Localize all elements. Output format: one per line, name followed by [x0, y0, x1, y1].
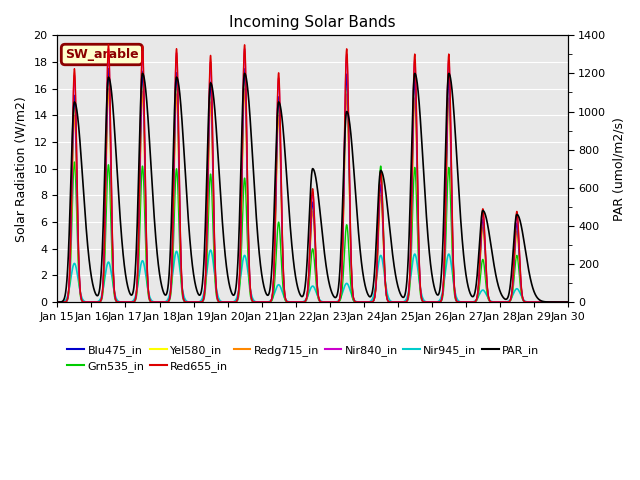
Yel580_in	[142, 230, 150, 236]
PAR_in	[554, 299, 562, 305]
Text: SW_arable: SW_arable	[65, 48, 139, 61]
Red655_in	[54, 299, 61, 305]
Line: Yel580_in: Yel580_in	[58, 82, 568, 302]
Line: Grn535_in: Grn535_in	[58, 162, 568, 302]
PAR_in	[142, 91, 150, 96]
Nir840_in	[104, 46, 112, 51]
PAR_in	[250, 167, 257, 173]
Redg715_in	[554, 299, 562, 305]
Title: Incoming Solar Bands: Incoming Solar Bands	[229, 15, 396, 30]
Nir945_in	[499, 299, 507, 305]
Grn535_in	[70, 159, 78, 165]
Red655_in	[554, 299, 562, 305]
Nir945_in	[142, 273, 150, 279]
Yel580_in	[104, 79, 112, 85]
Line: Red655_in: Red655_in	[58, 45, 568, 302]
Redg715_in	[499, 299, 507, 305]
Blu475_in	[250, 299, 257, 305]
Y-axis label: Solar Radiation (W/m2): Solar Radiation (W/m2)	[15, 96, 28, 241]
Redg715_in	[112, 297, 120, 303]
Blu475_in	[564, 299, 572, 305]
Grn535_in	[564, 299, 572, 305]
Grn535_in	[142, 256, 150, 262]
Red655_in	[250, 299, 257, 305]
Red655_in	[104, 42, 112, 48]
Grn535_in	[54, 299, 61, 305]
PAR_in	[139, 71, 147, 76]
Red655_in	[112, 297, 120, 303]
Nir945_in	[554, 299, 562, 305]
Nir840_in	[142, 219, 150, 225]
PAR_in	[271, 164, 279, 169]
Blu475_in	[54, 299, 61, 305]
Grn535_in	[112, 298, 120, 304]
Line: Redg715_in: Redg715_in	[58, 89, 568, 302]
Nir945_in	[250, 297, 257, 302]
Red655_in	[564, 299, 572, 305]
Nir945_in	[271, 288, 279, 293]
Yel580_in	[112, 297, 120, 303]
Red655_in	[499, 299, 507, 305]
Nir840_in	[499, 299, 507, 305]
Line: Blu475_in: Blu475_in	[58, 69, 568, 302]
Nir945_in	[54, 299, 61, 305]
Nir840_in	[112, 297, 120, 303]
PAR_in	[499, 294, 507, 300]
Blu475_in	[104, 66, 112, 72]
Nir945_in	[112, 294, 120, 300]
Line: Nir945_in: Nir945_in	[58, 250, 568, 302]
Grn535_in	[554, 299, 562, 305]
Blu475_in	[271, 214, 279, 220]
Red655_in	[271, 204, 279, 210]
Blu475_in	[142, 226, 150, 231]
Yel580_in	[250, 299, 257, 305]
Legend: Blu475_in, Grn535_in, Yel580_in, Red655_in, Redg715_in, Nir840_in, Nir945_in, PA: Blu475_in, Grn535_in, Yel580_in, Red655_…	[63, 340, 544, 376]
PAR_in	[564, 299, 572, 305]
Blu475_in	[499, 299, 507, 305]
Grn535_in	[271, 266, 279, 272]
Blu475_in	[554, 299, 562, 305]
Yel580_in	[54, 299, 61, 305]
Redg715_in	[104, 86, 112, 92]
Yel580_in	[499, 299, 507, 305]
Redg715_in	[250, 299, 257, 305]
Redg715_in	[271, 222, 279, 228]
Nir840_in	[564, 299, 572, 305]
Yel580_in	[554, 299, 562, 305]
Redg715_in	[564, 299, 572, 305]
Line: PAR_in: PAR_in	[58, 73, 568, 302]
PAR_in	[112, 144, 120, 150]
Redg715_in	[54, 299, 61, 305]
Blu475_in	[112, 297, 120, 303]
Y-axis label: PAR (umol/m2/s): PAR (umol/m2/s)	[612, 117, 625, 221]
Yel580_in	[564, 299, 572, 305]
PAR_in	[54, 299, 61, 305]
Nir840_in	[554, 299, 562, 305]
Grn535_in	[250, 299, 257, 305]
Redg715_in	[142, 232, 150, 238]
Grn535_in	[499, 299, 507, 305]
Red655_in	[142, 217, 150, 223]
Nir945_in	[564, 299, 572, 305]
Nir840_in	[54, 299, 61, 305]
Nir840_in	[250, 299, 257, 305]
Nir840_in	[271, 206, 279, 212]
Yel580_in	[271, 219, 279, 225]
Nir945_in	[207, 247, 214, 253]
Line: Nir840_in: Nir840_in	[58, 48, 568, 302]
